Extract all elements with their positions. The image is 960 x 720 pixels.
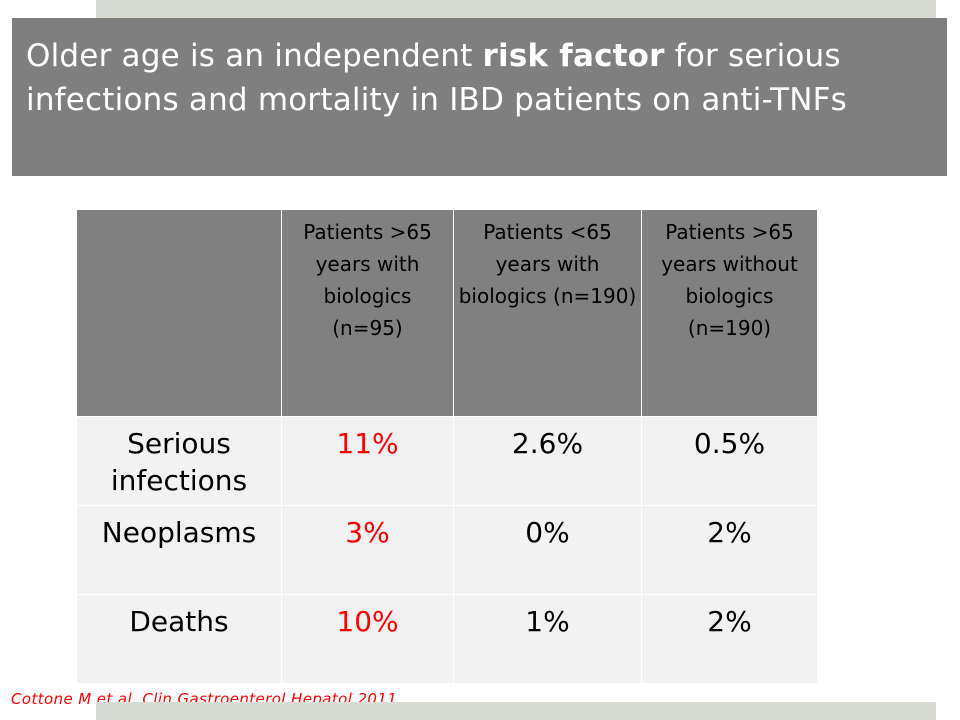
header-under65-with-biologics: Patients <65 years with biologics (n=190… xyxy=(453,209,642,417)
title-banner: Older age is an independent risk factor … xyxy=(12,18,947,176)
title-text-end: for serious infections and mortality in … xyxy=(26,38,847,118)
table-cell: 10% xyxy=(281,594,454,684)
table-cell: 2.6% xyxy=(453,416,642,506)
table-cell: 0.5% xyxy=(641,416,818,506)
bottom-decorative-strip xyxy=(96,702,936,720)
row-label: Deaths xyxy=(76,594,282,684)
row-label: Neoplasms xyxy=(76,505,282,595)
results-table: Patients >65 years with biologics (n=95)… xyxy=(76,209,818,684)
table-cell: 2% xyxy=(641,594,818,684)
title-text-start: Older age is an independent xyxy=(26,38,483,74)
table-cell: 1% xyxy=(453,594,642,684)
table-cell: 11% xyxy=(281,416,454,506)
top-decorative-strip xyxy=(96,0,936,18)
header-over65-without-biologics: Patients >65 years without biologics (n=… xyxy=(641,209,818,417)
slide-title: Older age is an independent risk factor … xyxy=(26,34,947,122)
table-row: Neoplasms 3% 0% 2% xyxy=(76,505,818,595)
title-emphasis: risk factor xyxy=(482,38,665,74)
table-row: Serious infections 11% 2.6% 0.5% xyxy=(76,416,818,506)
table-row: Deaths 10% 1% 2% xyxy=(76,594,818,684)
table-header-row: Patients >65 years with biologics (n=95)… xyxy=(76,209,818,417)
header-over65-with-biologics: Patients >65 years with biologics (n=95) xyxy=(281,209,454,417)
table-cell: 0% xyxy=(453,505,642,595)
table-cell: 3% xyxy=(281,505,454,595)
table-cell: 2% xyxy=(641,505,818,595)
row-label: Serious infections xyxy=(76,416,282,506)
header-empty-cell xyxy=(76,209,282,417)
